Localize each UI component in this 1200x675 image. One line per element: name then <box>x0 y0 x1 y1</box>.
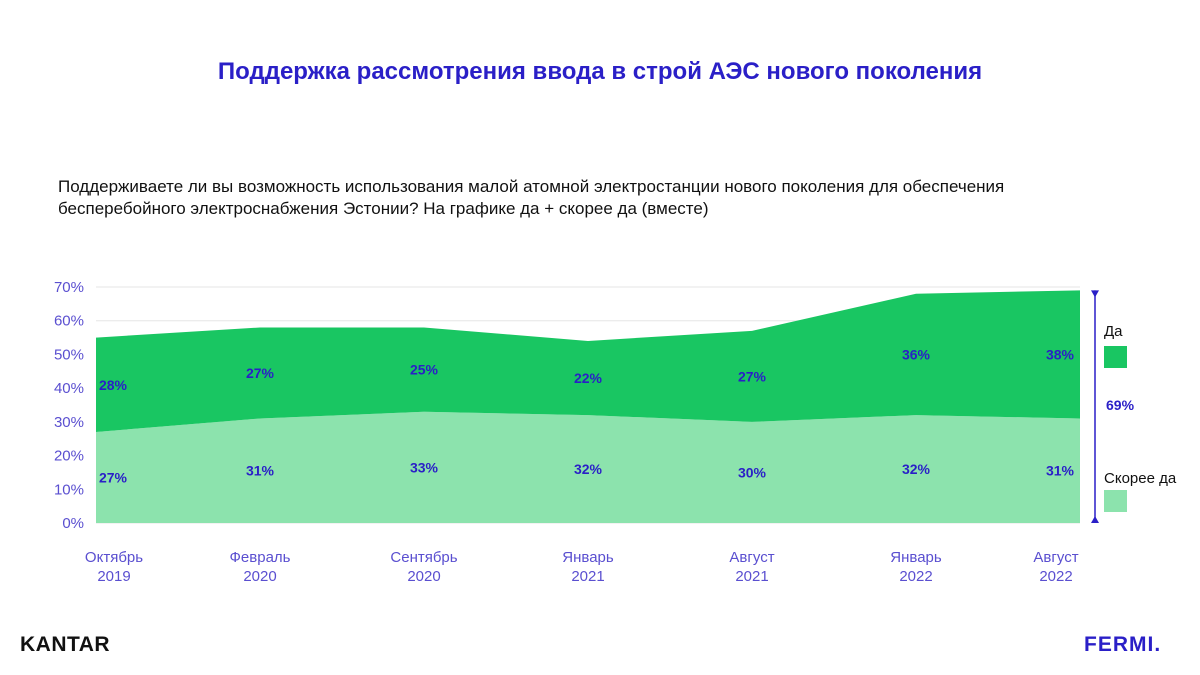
y-tick-label: 40% <box>54 380 84 397</box>
total-bracket-label: 69% <box>1106 397 1135 413</box>
y-tick-label: 30% <box>54 414 84 431</box>
y-tick-label: 0% <box>62 515 84 532</box>
y-tick-label: 20% <box>54 448 84 465</box>
x-tick-label: Октябрь <box>85 549 143 566</box>
survey-question-line-2: бесперебойного электроснабжения Эстонии?… <box>58 199 709 218</box>
x-tick-label: 2022 <box>899 568 932 585</box>
data-label: 22% <box>574 370 603 386</box>
total-bracket-arrow-top <box>1091 290 1099 298</box>
data-label: 33% <box>410 459 439 475</box>
x-tick-label: 2021 <box>571 568 604 585</box>
total-bracket-arrow-bottom <box>1091 516 1099 523</box>
data-label: 27% <box>246 365 275 381</box>
data-label: 31% <box>246 463 275 479</box>
legend-da-swatch <box>1104 346 1127 368</box>
survey-question: Поддерживаете ли вы возможность использо… <box>58 176 1158 220</box>
area-series-da <box>96 290 1080 432</box>
y-tick-label: 70% <box>54 279 84 296</box>
x-tick-label: 2022 <box>1039 568 1072 585</box>
x-tick-label: Январь <box>890 549 942 566</box>
data-label: 36% <box>902 346 931 362</box>
data-label: 31% <box>1046 463 1075 479</box>
y-tick-label: 60% <box>54 313 84 330</box>
x-tick-label: 2019 <box>97 568 130 585</box>
fermi-logo: FERMI. <box>1084 633 1162 656</box>
x-tick-label: 2020 <box>243 568 276 585</box>
legend-skoree-da-label: Скорее да <box>1104 470 1177 487</box>
data-label: 30% <box>738 464 767 480</box>
legend-da-label: Да <box>1104 323 1123 340</box>
y-tick-label: 50% <box>54 346 84 363</box>
legend-skoree-da-swatch <box>1104 490 1127 512</box>
data-label: 25% <box>410 362 439 378</box>
survey-question-line-1: Поддерживаете ли вы возможность использо… <box>58 177 1005 196</box>
data-label: 32% <box>574 461 603 477</box>
y-tick-label: 10% <box>54 481 84 498</box>
kantar-logo: KANTAR <box>20 633 111 656</box>
x-tick-label: 2020 <box>407 568 440 585</box>
data-label: 32% <box>902 461 931 477</box>
x-tick-label: Январь <box>562 549 614 566</box>
x-tick-label: Сентябрь <box>390 549 457 566</box>
x-tick-label: 2021 <box>735 568 768 585</box>
chart-title: Поддержка рассмотрения ввода в строй АЭС… <box>217 58 983 85</box>
x-tick-label: Август <box>729 549 774 566</box>
data-label: 27% <box>738 368 767 384</box>
data-label: 27% <box>99 469 128 485</box>
data-label: 38% <box>1046 346 1075 362</box>
x-tick-label: Февраль <box>230 549 291 566</box>
area-series-skoree-da <box>96 411 1080 523</box>
x-tick-label: Август <box>1033 549 1078 566</box>
data-label: 28% <box>99 377 128 393</box>
